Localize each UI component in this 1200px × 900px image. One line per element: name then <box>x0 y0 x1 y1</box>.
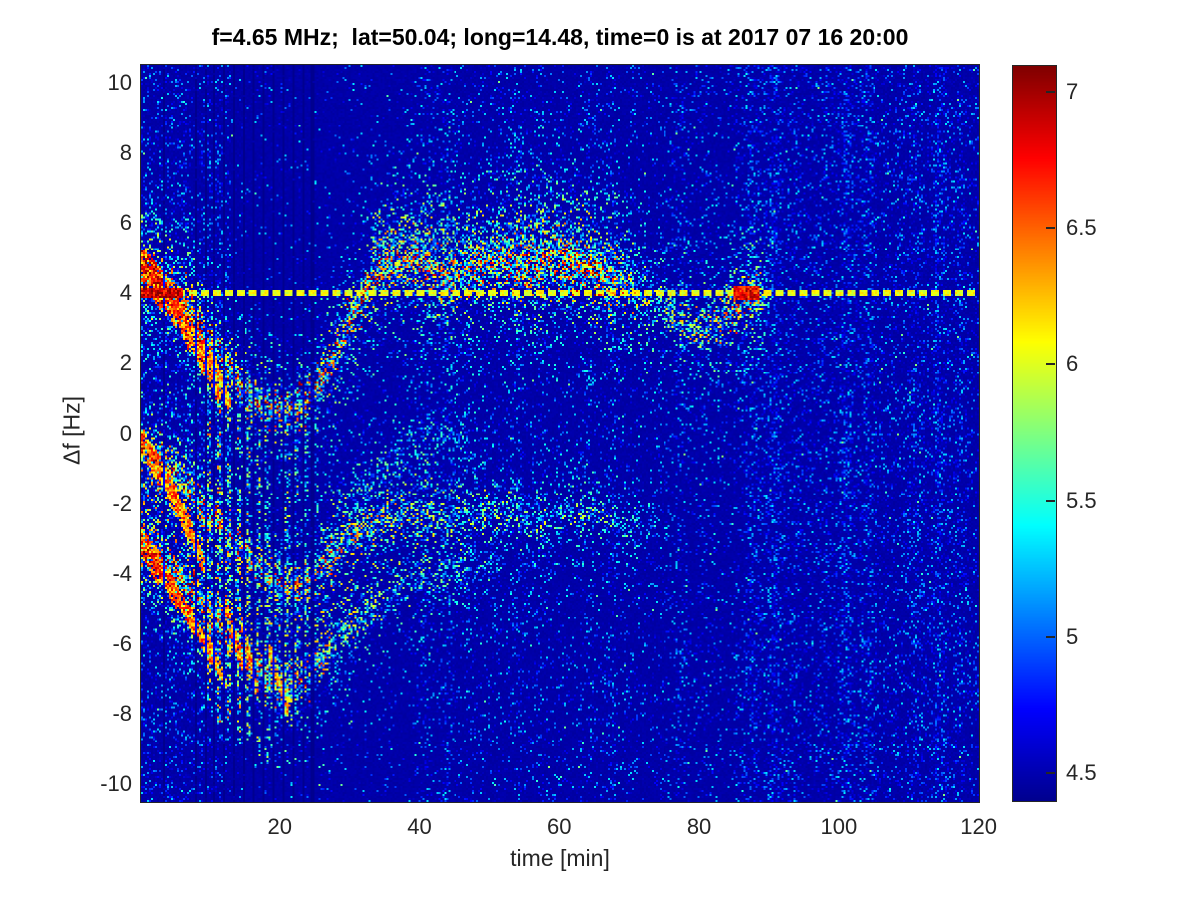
x-axis-label: time [min] <box>510 845 610 871</box>
x-tick-label: 80 <box>686 814 712 839</box>
y-tick-label: -4 <box>112 560 132 586</box>
colorbar-tick-label: 6 <box>1066 351 1079 377</box>
colorbar-tick-label: 5.5 <box>1066 487 1097 513</box>
colorbar-tick-mark <box>1046 772 1055 774</box>
colorbar-tick-mark <box>1046 499 1055 502</box>
colorbar-tick-label: 6.5 <box>1066 215 1097 241</box>
x-tick-label: 40 <box>407 814 432 839</box>
x-tick-label: 60 <box>547 814 572 839</box>
heatmap-plot-area <box>140 64 980 803</box>
colorbar-tick-label: 4.5 <box>1066 760 1097 785</box>
x-tick-label: 20 <box>267 814 292 839</box>
colorbar-tick-mark <box>1046 227 1055 230</box>
colorbar-tick-label: 5 <box>1066 623 1079 649</box>
y-tick-label: 2 <box>119 350 132 376</box>
y-tick-label: 8 <box>119 139 132 165</box>
colorbar-tick-mark <box>1046 635 1055 638</box>
y-tick-label: -8 <box>112 701 132 727</box>
heatmap-canvas <box>141 65 979 802</box>
y-tick-label: 0 <box>119 420 132 446</box>
x-tick-label: 100 <box>820 814 858 839</box>
colorbar-canvas <box>1013 66 1056 801</box>
y-tick-label: -2 <box>112 490 132 516</box>
chart-title: f=4.65 MHz; lat=50.04; long=14.48, time=… <box>211 24 909 50</box>
y-tick-label: -6 <box>112 631 132 657</box>
y-tick-label: 6 <box>119 209 132 235</box>
colorbar-tick-mark <box>1046 363 1055 366</box>
y-tick-label: -10 <box>100 771 132 797</box>
colorbar-tick-label: 7 <box>1066 79 1079 104</box>
colorbar-tick-mark <box>1046 91 1055 93</box>
y-tick-label: 10 <box>107 69 132 95</box>
x-tick-label: 120 <box>960 814 997 839</box>
colorbar <box>1012 65 1057 802</box>
y-tick-label: 4 <box>119 280 132 306</box>
